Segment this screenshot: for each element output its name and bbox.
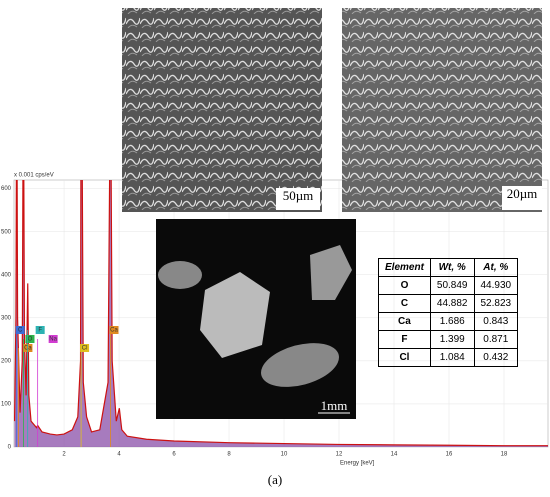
- peak-label-box: [25, 335, 35, 343]
- x-tick-label: 16: [446, 452, 453, 458]
- peak-label-box: [109, 326, 119, 334]
- sem-image: [122, 8, 322, 212]
- x-tick-label: 18: [501, 452, 508, 458]
- clip-group: [14, 180, 548, 447]
- peak-label-box: [80, 344, 90, 352]
- particle: [200, 272, 270, 358]
- table-cell: F: [378, 330, 431, 349]
- x-tick-label: 4: [117, 452, 121, 458]
- x-tick-label: 14: [391, 452, 398, 458]
- peak-label: F: [38, 328, 42, 334]
- scale-box: [276, 188, 320, 210]
- table-cell: 0.843: [473, 312, 519, 331]
- table-cell: Ca: [378, 312, 431, 331]
- y-axis-label: x 0.001 cps/eV: [14, 173, 54, 179]
- scale-label: 20µm: [507, 186, 538, 201]
- table-cell: 44.882: [429, 294, 475, 313]
- y-tick-label: 600: [1, 186, 12, 192]
- table-row: O 50.849 44.930: [378, 276, 519, 295]
- table-row: C 44.882 52.823: [378, 294, 519, 313]
- table-header: Wt, %: [429, 258, 475, 277]
- caption: (a): [268, 472, 282, 487]
- table-header: Element: [378, 258, 431, 277]
- table-row: Ca 1.686 0.843: [378, 312, 519, 331]
- table-row: Cl 1.084 0.432: [378, 348, 519, 367]
- x-tick-label: 6: [172, 452, 176, 458]
- peak-label-box: [35, 326, 45, 334]
- particle: [261, 343, 339, 387]
- particle: [310, 245, 352, 300]
- peak-label: C: [18, 328, 23, 334]
- peak-label: O: [28, 337, 33, 343]
- x-axis-label: Energy [keV]: [340, 461, 375, 467]
- table-row: Element Wt, % At, %: [378, 258, 519, 277]
- table-row: F 1.399 0.871: [378, 330, 519, 349]
- peak-label: Ca: [24, 346, 32, 352]
- peak-label: Ca: [110, 328, 118, 334]
- table-cell: 1.084: [429, 348, 475, 367]
- scale-box: [502, 186, 542, 210]
- x-tick-label: 10: [281, 452, 288, 458]
- sem-image: [342, 8, 542, 212]
- scale-label: 1mm: [321, 398, 348, 413]
- peak-label-box: [15, 326, 25, 334]
- y-tick-label: 500: [1, 229, 12, 235]
- table-cell: C: [378, 294, 431, 313]
- peak-label: Cl: [82, 346, 88, 352]
- table-cell: 1.686: [429, 312, 475, 331]
- x-tick-label: 12: [336, 452, 343, 458]
- table-cell: 50.849: [429, 276, 475, 295]
- table-cell: 44.930: [473, 276, 519, 295]
- table-cell: 1.399: [429, 330, 475, 349]
- peak-label-box: [48, 335, 58, 343]
- x-tick-label: 2: [62, 452, 66, 458]
- table-cell: 0.432: [473, 348, 519, 367]
- table-cell: Cl: [378, 348, 431, 367]
- table-header: At, %: [473, 258, 519, 277]
- y-tick-label: 100: [1, 402, 12, 408]
- y-tick-label: 300: [1, 315, 12, 321]
- table-cell: O: [378, 276, 431, 295]
- scale-label: 50µm: [283, 188, 314, 203]
- x-tick-label: 8: [227, 452, 231, 458]
- peak-label: Na: [49, 337, 57, 343]
- composition-table: Element Wt, % At, % O 50.849 44.930 C 44.882 52.…: [378, 258, 519, 367]
- spectrum-line: [14, 180, 548, 447]
- y-tick-label: 200: [1, 358, 12, 364]
- y-tick-label: 400: [1, 272, 12, 278]
- y-tick-label: 0: [8, 445, 12, 451]
- table-cell: 0.871: [473, 330, 519, 349]
- table-cell: 52.823: [473, 294, 519, 313]
- particle: [158, 261, 202, 289]
